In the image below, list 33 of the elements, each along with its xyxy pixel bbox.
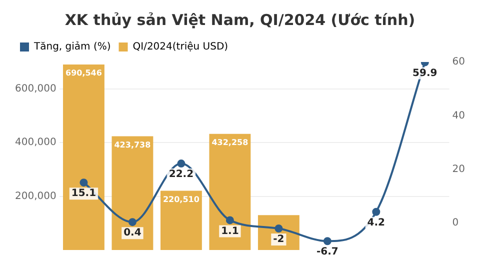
y2-tick-label: 40 xyxy=(452,110,466,122)
data-label: -6.7 xyxy=(316,246,338,258)
y2-tick-label: 20 xyxy=(452,164,466,176)
data-label: 15.1 xyxy=(71,188,96,200)
y-tick-label: 400,000 xyxy=(14,137,56,148)
data-label: 0.4 xyxy=(124,228,142,239)
bar xyxy=(112,136,154,250)
data-label: 432,258 xyxy=(212,138,249,147)
point xyxy=(177,160,186,168)
point xyxy=(274,224,283,233)
data-label: 4.2 xyxy=(367,217,386,228)
point xyxy=(372,208,380,216)
data-label: 690,546 xyxy=(66,68,102,78)
data-label: 59.9 xyxy=(412,68,438,79)
data-label: -2 xyxy=(273,234,284,246)
point xyxy=(323,237,332,246)
data-label: 220,510 xyxy=(162,194,200,204)
data-label: 22.2 xyxy=(168,169,194,180)
bar xyxy=(63,64,104,250)
legend-label: Tăng, giảm (%) xyxy=(33,40,111,53)
y2-tick-label: 0 xyxy=(452,218,459,229)
point xyxy=(80,178,88,187)
bar xyxy=(209,134,251,250)
point xyxy=(226,216,234,224)
y-tick-label: 200,000 xyxy=(14,190,56,202)
data-label: 1.1 xyxy=(221,226,239,237)
data-label: 423,738 xyxy=(114,140,152,150)
chart-title: XK thủy sản Việt Nam, QI/2024 (Ước tính) xyxy=(64,10,416,29)
legend-label: QI/2024(triệu USD) xyxy=(132,42,228,53)
bar xyxy=(160,190,202,250)
y2-tick-label: 60 xyxy=(452,56,466,68)
y-tick-label: 600,000 xyxy=(14,83,56,94)
point xyxy=(128,218,136,226)
